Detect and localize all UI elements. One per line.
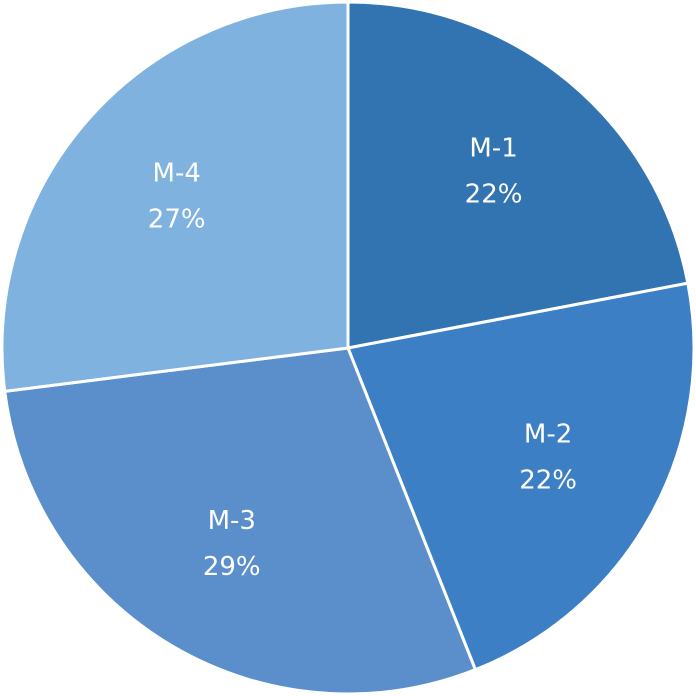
slice xyxy=(0,0,350,394)
slice xyxy=(345,281,696,672)
value-label: 22% xyxy=(465,180,523,210)
slice-label: M-2 xyxy=(524,420,572,450)
slice xyxy=(346,0,690,350)
slice-label: M-3 xyxy=(208,506,256,536)
slice-label: M-1 xyxy=(469,134,517,164)
value-label: 27% xyxy=(148,204,206,234)
value-label: 22% xyxy=(519,466,577,496)
slice xyxy=(3,346,478,696)
slice-label: M-4 xyxy=(153,158,201,188)
value-label: 29% xyxy=(203,552,261,582)
